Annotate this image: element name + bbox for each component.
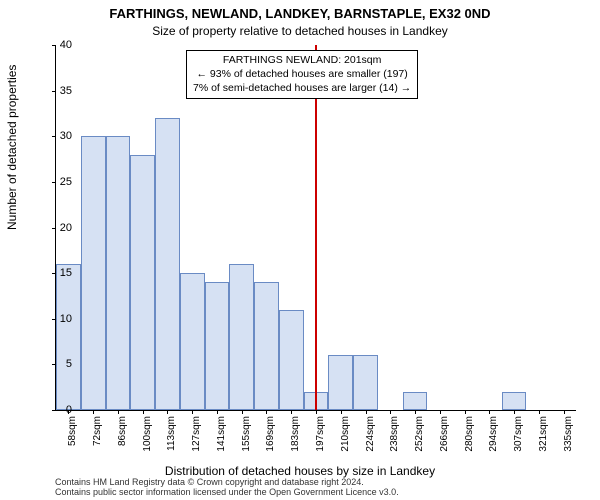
histogram-bar: [403, 392, 428, 410]
y-tick-label: 30: [60, 130, 72, 142]
x-tick-label: 252sqm: [414, 416, 425, 460]
x-tick: [167, 410, 168, 414]
attribution-text: Contains HM Land Registry data © Crown c…: [55, 478, 399, 498]
x-tick: [514, 410, 515, 414]
y-tick-label: 0: [66, 404, 72, 416]
x-tick-label: 197sqm: [315, 416, 326, 460]
x-tick-label: 307sqm: [513, 416, 524, 460]
x-tick-label: 141sqm: [216, 416, 227, 460]
y-tick: [52, 91, 56, 92]
x-tick-label: 280sqm: [464, 416, 475, 460]
plot-area: FARTHINGS NEWLAND: 201sqm← 93% of detach…: [55, 45, 576, 411]
x-tick: [564, 410, 565, 414]
histogram-bar: [106, 136, 131, 410]
x-tick-label: 113sqm: [166, 416, 177, 460]
chart-title: FARTHINGS, NEWLAND, LANDKEY, BARNSTAPLE,…: [0, 6, 600, 21]
x-tick-label: 169sqm: [265, 416, 276, 460]
y-tick-label: 40: [60, 39, 72, 51]
x-tick: [415, 410, 416, 414]
chart-subtitle: Size of property relative to detached ho…: [0, 24, 600, 38]
x-tick-label: 335sqm: [563, 416, 574, 460]
y-axis-label: Number of detached properties: [5, 65, 19, 230]
y-tick: [52, 410, 56, 411]
x-tick: [366, 410, 367, 414]
y-tick: [52, 228, 56, 229]
x-tick-label: 72sqm: [92, 416, 103, 460]
histogram-bar: [328, 355, 353, 410]
x-tick: [217, 410, 218, 414]
x-tick-label: 127sqm: [191, 416, 202, 460]
x-tick: [118, 410, 119, 414]
histogram-bar: [279, 310, 304, 410]
x-tick: [465, 410, 466, 414]
histogram-bar: [56, 264, 81, 410]
x-tick: [143, 410, 144, 414]
histogram-bar: [205, 282, 230, 410]
histogram-bar: [229, 264, 254, 410]
x-tick-label: 238sqm: [389, 416, 400, 460]
x-tick: [489, 410, 490, 414]
histogram-bar: [155, 118, 180, 410]
x-tick-label: 294sqm: [488, 416, 499, 460]
x-tick: [93, 410, 94, 414]
y-tick-label: 10: [60, 313, 72, 325]
y-tick: [52, 182, 56, 183]
x-tick: [539, 410, 540, 414]
chart-container: FARTHINGS, NEWLAND, LANDKEY, BARNSTAPLE,…: [0, 0, 600, 500]
annotation-line: ← 93% of detached houses are smaller (19…: [193, 67, 411, 81]
y-tick-label: 25: [60, 176, 72, 188]
histogram-bar: [502, 392, 527, 410]
x-tick-label: 183sqm: [290, 416, 301, 460]
x-tick-label: 210sqm: [340, 416, 351, 460]
x-tick-label: 321sqm: [538, 416, 549, 460]
x-tick-label: 224sqm: [365, 416, 376, 460]
x-tick: [242, 410, 243, 414]
histogram-bar: [254, 282, 279, 410]
x-tick-label: 58sqm: [67, 416, 78, 460]
x-tick: [341, 410, 342, 414]
histogram-bar: [353, 355, 378, 410]
reference-line: [315, 45, 317, 410]
y-tick: [52, 45, 56, 46]
y-tick: [52, 136, 56, 137]
y-tick-label: 5: [66, 358, 72, 370]
x-tick-label: 100sqm: [142, 416, 153, 460]
y-tick-label: 35: [60, 85, 72, 97]
x-tick: [266, 410, 267, 414]
x-tick-label: 155sqm: [241, 416, 252, 460]
annotation-line: 7% of semi-detached houses are larger (1…: [193, 81, 411, 95]
annotation-line: FARTHINGS NEWLAND: 201sqm: [193, 53, 411, 67]
x-tick: [291, 410, 292, 414]
y-tick-label: 20: [60, 222, 72, 234]
histogram-bar: [130, 155, 155, 411]
x-axis-label: Distribution of detached houses by size …: [0, 464, 600, 478]
y-tick-label: 15: [60, 267, 72, 279]
x-tick: [390, 410, 391, 414]
histogram-bar: [81, 136, 106, 410]
x-tick: [316, 410, 317, 414]
x-tick-label: 86sqm: [117, 416, 128, 460]
attribution-line: Contains public sector information licen…: [55, 488, 399, 498]
annotation-callout: FARTHINGS NEWLAND: 201sqm← 93% of detach…: [186, 50, 418, 99]
histogram-bar: [180, 273, 205, 410]
x-tick-label: 266sqm: [439, 416, 450, 460]
x-tick: [440, 410, 441, 414]
x-tick: [192, 410, 193, 414]
